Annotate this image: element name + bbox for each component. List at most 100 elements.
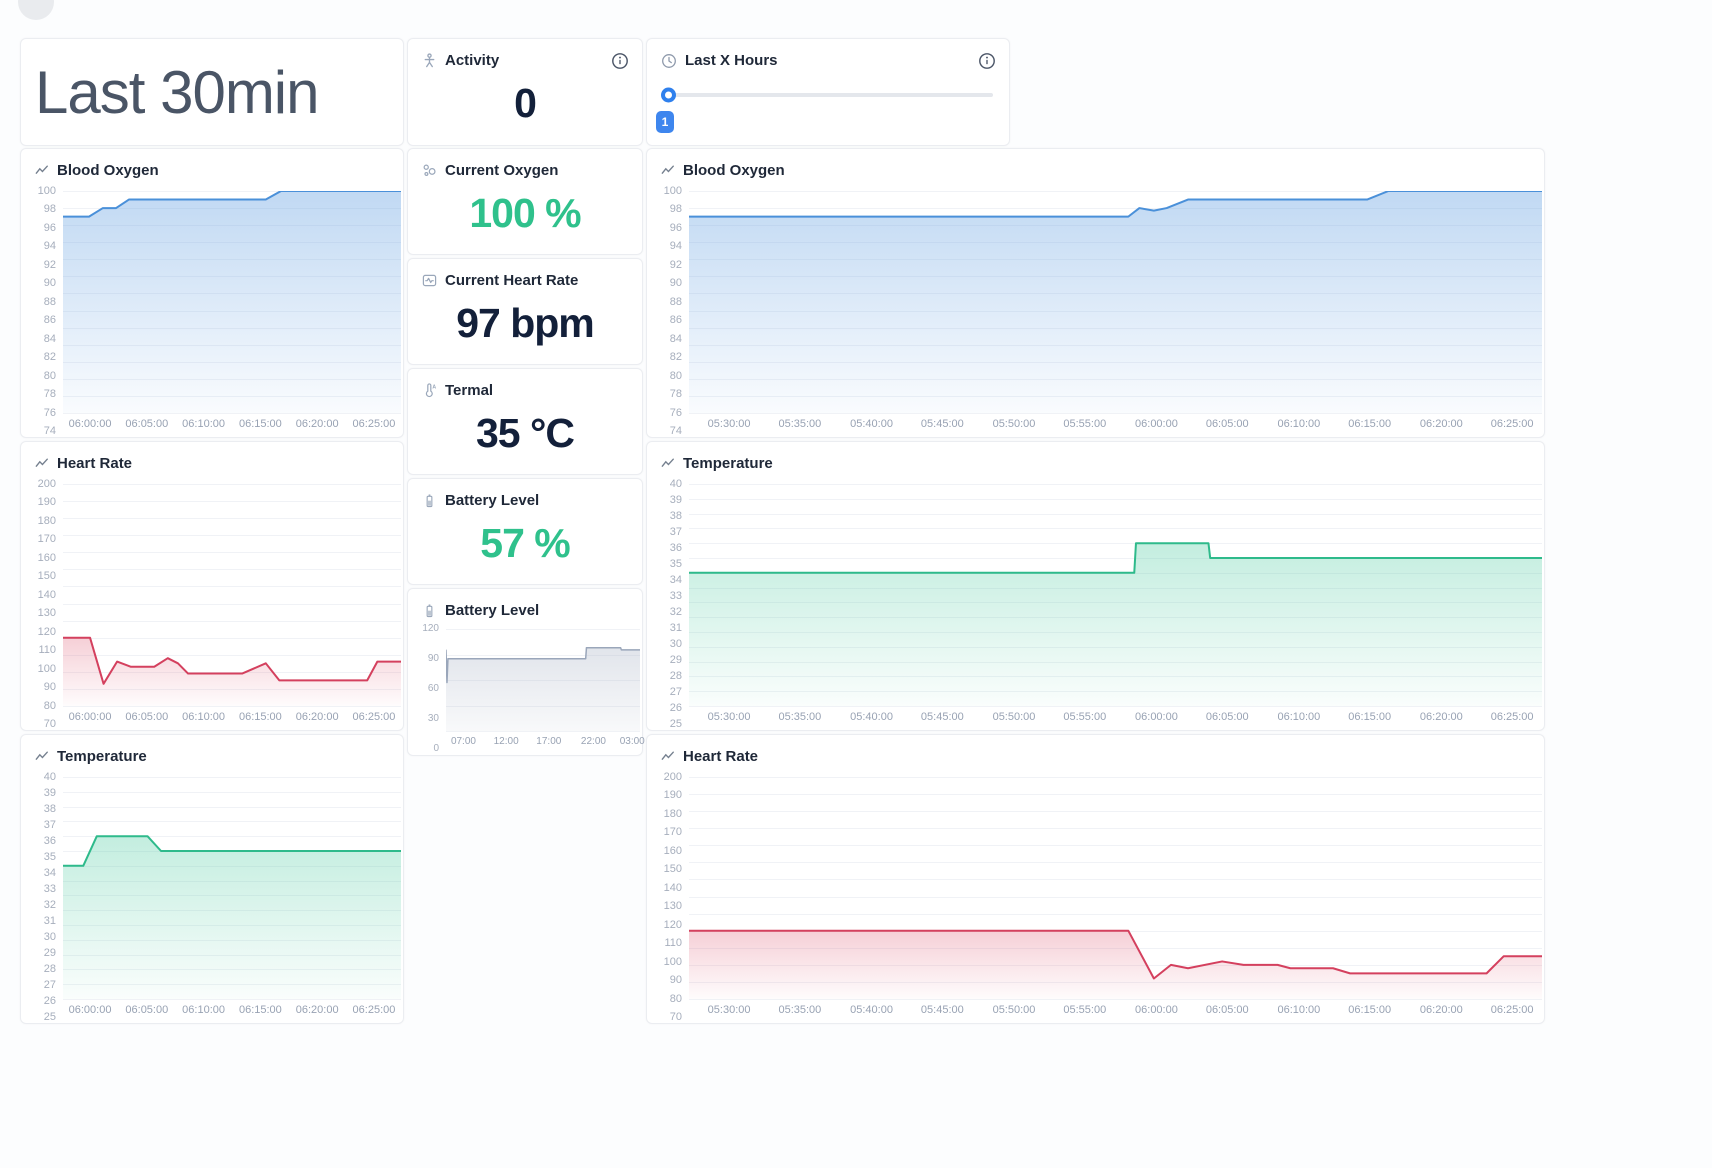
x-tick-label: 05:45:00 xyxy=(920,418,964,430)
x-tick-label: 06:25:00 xyxy=(352,1004,396,1016)
x-tick-label: 03:00 xyxy=(619,736,645,747)
y-tick-label: 35 xyxy=(43,850,56,863)
y-axis: 40 39 38 37 36 35 34 33 32 31 30 29 28 27 26 25 xyxy=(659,479,689,730)
y-tick-label: 190 xyxy=(37,496,56,509)
x-tick-label: 05:40:00 xyxy=(850,1004,893,1016)
gridline xyxy=(63,586,401,588)
gridline xyxy=(446,654,640,656)
blood-oxygen-chart-plot xyxy=(689,191,1542,414)
x-tick-label: 06:10:00 xyxy=(182,1004,226,1016)
x-tick-label: 06:10:00 xyxy=(1277,711,1321,723)
pulse-icon xyxy=(422,273,437,288)
info-icon[interactable] xyxy=(611,52,629,70)
y-tick-label: 70 xyxy=(43,718,56,730)
bo30-series xyxy=(63,191,401,413)
y-tick-label: 92 xyxy=(669,258,682,271)
y-tick-label: 200 xyxy=(37,478,56,490)
y-tick-label: 120 xyxy=(422,623,439,634)
gridline xyxy=(63,484,401,485)
current-heart-rate-label: Current Heart Rate xyxy=(445,272,579,289)
hours-slider-handle[interactable] xyxy=(661,87,676,103)
y-axis: 200 190 180 170 160 150 140 130 120 110 100 90 80 70 xyxy=(659,772,689,1023)
gridline xyxy=(689,543,1542,545)
y-tick-label: 140 xyxy=(37,588,56,601)
y-tick-label: 29 xyxy=(669,654,682,666)
gridline xyxy=(63,518,401,520)
y-tick-label: 140 xyxy=(663,881,682,894)
x-tick-label: 05:45:00 xyxy=(920,711,964,723)
chart-title: Heart Rate xyxy=(57,455,133,472)
y-tick-label: 36 xyxy=(669,541,682,554)
x-tick-label: 06:10:00 xyxy=(1277,418,1321,430)
y-tick-label: 86 xyxy=(43,314,56,327)
x-tick-label: 06:05:00 xyxy=(1205,1004,1249,1016)
y-tick-label: 170 xyxy=(37,533,56,546)
gridline xyxy=(63,191,401,192)
y-tick-label: 120 xyxy=(663,918,682,931)
x-axis: 07:00 12:00 17:00 22:00 03:00 xyxy=(446,731,645,749)
temperature-30min-chart-card: Temperature 40 39 38 37 36 35 34 33 32 31 30 29 28 27… xyxy=(20,734,404,1024)
y-tick-label: 26 xyxy=(669,702,682,714)
chart-title: Temperature xyxy=(57,748,147,765)
y-tick-label: 90 xyxy=(43,277,56,290)
hours-slider-track[interactable] xyxy=(661,87,993,103)
y-tick-label: 78 xyxy=(669,388,682,401)
info-icon[interactable] xyxy=(978,52,996,70)
y-tick-label: 80 xyxy=(43,369,56,382)
bubbles-icon xyxy=(422,163,437,178)
x-tick-label: 06:25:00 xyxy=(1490,1004,1534,1016)
y-tick-label: 38 xyxy=(43,802,56,815)
x-tick-label: 06:15:00 xyxy=(238,711,282,723)
x-axis: 06:00:00 06:05:00 06:10:00 06:15:00 06:20:00… xyxy=(63,706,401,724)
battery-level-card: Battery Level 57 % xyxy=(407,478,643,585)
x-tick-label: 06:05:00 xyxy=(125,418,169,430)
gridline xyxy=(63,620,401,622)
gridline xyxy=(63,821,401,823)
avatar[interactable] xyxy=(18,0,54,20)
trend-icon xyxy=(661,164,675,178)
gridline xyxy=(63,836,401,838)
y-tick-label: 82 xyxy=(669,351,682,364)
x-axis: 05:30:00 05:35:00 05:40:00 05:45:00 05:50:00… xyxy=(689,706,1542,724)
heart-rate-30min-chart-card: Heart Rate 200 190 180 170 160 150 140 130 120 11… xyxy=(20,441,404,731)
y-tick-label: 74 xyxy=(43,425,56,437)
y-tick-label: 94 xyxy=(669,240,682,253)
x-tick-label: 12:00 xyxy=(493,736,519,747)
y-tick-label: 98 xyxy=(43,203,56,216)
x-tick-label: 06:10:00 xyxy=(182,418,226,430)
x-tick-label: 05:35:00 xyxy=(778,711,822,723)
temperature-chart-plot xyxy=(63,777,401,1000)
y-tick-label: 96 xyxy=(669,221,682,234)
x-tick-label: 06:25:00 xyxy=(352,711,396,723)
x-tick-label: 06:05:00 xyxy=(1205,711,1249,723)
y-tick-label: 90 xyxy=(669,974,682,987)
gridline xyxy=(689,484,1542,485)
x-tick-label: 06:00:00 xyxy=(1135,418,1178,430)
y-tick-label: 90 xyxy=(427,653,439,664)
x-tick-label: 06:25:00 xyxy=(352,418,396,430)
x-tick-label: 06:20:00 xyxy=(1419,418,1463,430)
gridline xyxy=(689,513,1542,515)
thermometer-icon: A xyxy=(422,383,437,398)
y-tick-label: 110 xyxy=(38,644,56,657)
y-tick-label: 34 xyxy=(669,574,682,586)
gridline xyxy=(689,879,1542,881)
x-tick-label: 06:00:00 xyxy=(68,418,112,430)
gridline xyxy=(63,791,401,793)
gridline xyxy=(689,845,1542,847)
gridline xyxy=(63,603,401,605)
y-tick-label: 84 xyxy=(43,332,56,345)
y-tick-label: 100 xyxy=(663,185,682,197)
x-tick-label: 06:05:00 xyxy=(125,711,169,723)
x-tick-label: 05:55:00 xyxy=(1063,711,1107,723)
gridline xyxy=(63,806,401,808)
y-tick-label: 39 xyxy=(43,786,56,799)
x-tick-label: 06:20:00 xyxy=(1419,711,1463,723)
x-tick-label: 05:50:00 xyxy=(992,1004,1036,1016)
x-tick-label: 06:20:00 xyxy=(295,1004,339,1016)
x-tick-label: 06:15:00 xyxy=(238,418,282,430)
y-tick-label: 160 xyxy=(37,551,56,564)
x-tick-label: 06:05:00 xyxy=(125,1004,169,1016)
gridline xyxy=(689,706,1542,707)
